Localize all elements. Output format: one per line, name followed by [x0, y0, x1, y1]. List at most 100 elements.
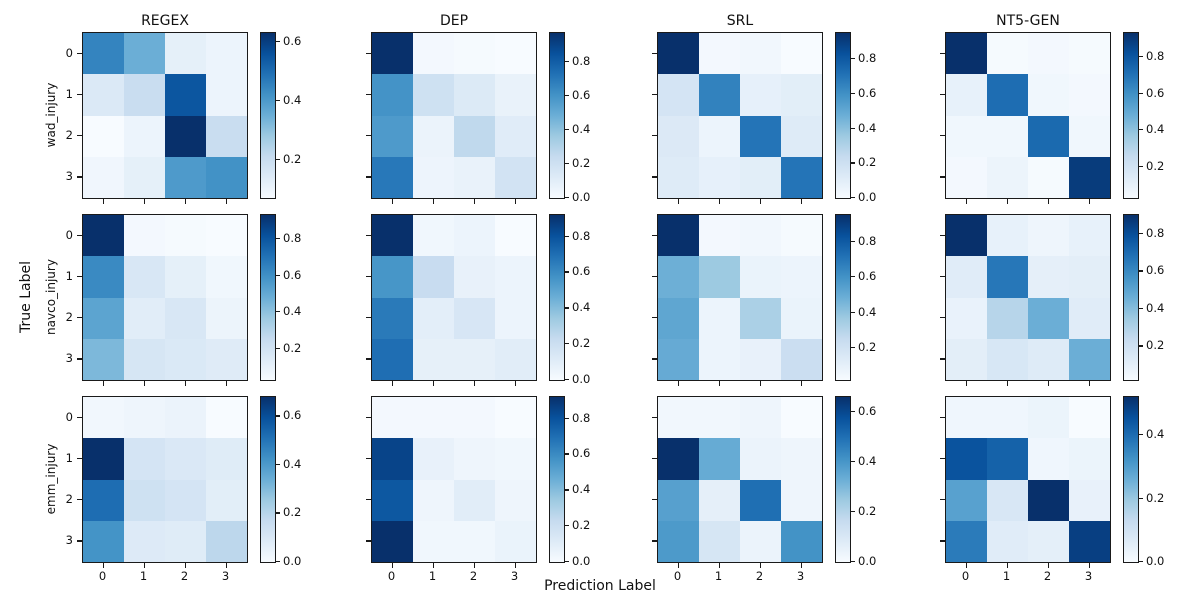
heatmap-cell: [413, 33, 454, 75]
colorbar-tick: [1139, 497, 1143, 499]
heatmap-cell: [987, 33, 1028, 75]
heatmap-plot-navco_injury-REGEX: [82, 214, 248, 381]
heatmap-plot-wad_injury-NT5-GEN: [945, 32, 1111, 199]
colorbar-tick-label: 0.0: [572, 372, 591, 386]
y-axis-label: True Label: [18, 261, 34, 333]
heatmap-plot-emm_injury-REGEX: [82, 396, 248, 563]
axis-tick: [102, 563, 104, 568]
heatmap-cell: [987, 397, 1028, 439]
colorbar-tick-label: 0.2: [858, 504, 877, 518]
axis-tick: [366, 234, 371, 236]
colorbar-tick: [276, 311, 280, 313]
heatmap-cell: [454, 115, 495, 157]
colorbar: [549, 396, 565, 563]
heatmap-cell: [372, 479, 413, 521]
axis-tick: [800, 563, 802, 568]
colorbar-tick-label: 0.0: [572, 190, 591, 204]
axis-tick: [965, 199, 967, 204]
colorbar-tick: [851, 127, 855, 129]
x-tick-label: 1: [139, 569, 148, 583]
colorbar-tick: [1139, 232, 1143, 235]
heatmap-cell: [165, 338, 206, 380]
colorbar: [260, 214, 276, 381]
heatmap-cell: [740, 338, 781, 380]
heatmap-cell: [781, 397, 822, 439]
heatmap-cell: [658, 256, 699, 298]
colorbar: [835, 32, 851, 199]
heatmap-cell: [699, 33, 740, 75]
heatmap-cell: [699, 297, 740, 339]
axis-tick: [143, 199, 145, 204]
heatmap-cell: [1028, 156, 1069, 198]
heatmap-cell: [740, 74, 781, 116]
heatmap-cell: [946, 338, 987, 380]
heatmap-cell: [1069, 297, 1110, 339]
heatmap-cell: [987, 438, 1028, 480]
axis-tick: [366, 135, 371, 137]
heatmap-cell: [372, 438, 413, 480]
axis-tick: [366, 275, 371, 278]
heatmap-cell: [1028, 479, 1069, 521]
heatmap-cell: [495, 338, 536, 380]
colorbar-tick-label: 0.6: [1146, 263, 1165, 278]
x-tick-label: 0: [98, 569, 107, 583]
heatmap-cell: [699, 115, 740, 157]
heatmap-cell: [781, 338, 822, 380]
axis-tick: [225, 381, 227, 386]
heatmap-cell: [206, 256, 247, 298]
heatmap-cell: [987, 297, 1028, 339]
heatmap-cell: [658, 338, 699, 380]
colorbar-tick-label: 0.8: [858, 51, 877, 66]
colorbar-tick-label: 0.6: [572, 87, 591, 102]
heatmap-plot-wad_injury-DEP: [371, 32, 537, 199]
heatmap-cell: [206, 520, 247, 562]
axis-tick: [1047, 381, 1049, 386]
y-tick-label: 0: [65, 227, 73, 242]
x-tick-label: 3: [796, 569, 805, 583]
heatmap-cell: [165, 74, 206, 116]
colorbar-tick: [276, 40, 280, 43]
colorbar-tick-label: 0.4: [858, 454, 877, 468]
x-tick-label: 0: [387, 569, 396, 583]
heatmap-cell: [372, 520, 413, 562]
axis-tick: [652, 234, 657, 236]
colorbar-tick: [851, 58, 855, 60]
axis-tick: [77, 275, 82, 278]
heatmap-cell: [454, 397, 495, 439]
axis-tick: [1047, 563, 1049, 568]
colorbar: [835, 214, 851, 381]
axis-tick: [102, 199, 104, 204]
heatmap-cell: [1028, 215, 1069, 257]
heatmap-cell: [454, 338, 495, 380]
heatmap-cell: [658, 156, 699, 198]
heatmap-cell: [372, 256, 413, 298]
axis-tick: [1006, 563, 1008, 568]
colorbar-tick-label: 0.4: [572, 121, 591, 136]
colorbar-tick: [1139, 561, 1143, 563]
heatmap-cell: [165, 438, 206, 480]
axis-tick: [940, 540, 945, 542]
heatmap-cell: [83, 297, 124, 339]
heatmap-cell: [165, 33, 206, 75]
heatmap-cell: [83, 256, 124, 298]
x-tick-label: 3: [221, 569, 230, 583]
heatmap-cell: [206, 74, 247, 116]
heatmap-cell: [658, 215, 699, 257]
colorbar-tick: [565, 307, 569, 309]
axis-tick: [366, 416, 371, 418]
heatmap-cell: [124, 297, 165, 339]
colorbar-tick-label: 0.6: [858, 269, 877, 284]
heatmap-cell: [781, 74, 822, 116]
heatmap-plot-navco_injury-NT5-GEN: [945, 214, 1111, 381]
heatmap-cell: [699, 438, 740, 480]
axis-tick: [366, 457, 371, 460]
heatmap-cell: [413, 338, 454, 380]
heatmap-cell: [1069, 338, 1110, 380]
axis-tick: [940, 317, 945, 319]
axis-tick: [366, 93, 371, 96]
axis-tick: [652, 499, 657, 501]
y-tick-label: 2: [65, 128, 73, 143]
heatmap-cell: [124, 115, 165, 157]
colorbar-tick-label: 0.4: [572, 482, 591, 497]
heatmap-plot-navco_injury-DEP: [371, 214, 537, 381]
